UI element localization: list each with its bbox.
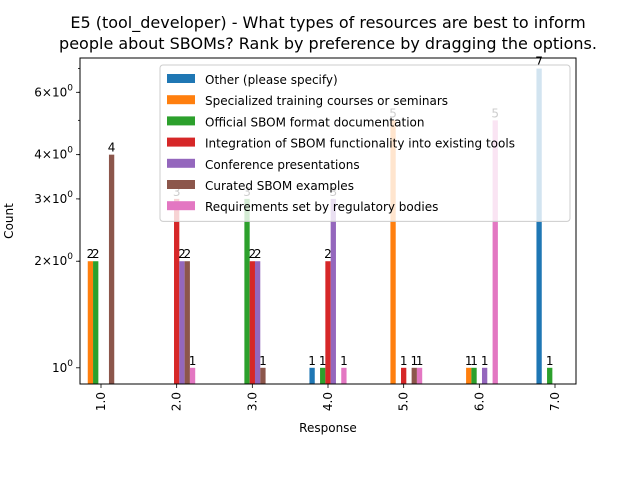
legend-swatch bbox=[167, 158, 195, 168]
bar bbox=[401, 367, 407, 384]
y-tick-label: 100 bbox=[52, 359, 73, 375]
legend-entry: Specialized training courses or seminars bbox=[205, 94, 448, 108]
bar bbox=[536, 68, 542, 384]
x-axis-label: Response bbox=[299, 421, 357, 435]
y-tick-label: 6×100 bbox=[34, 83, 73, 99]
x-axis: 1.0 2.0 3.0 4.0 5.0 6.0 7.0 bbox=[94, 384, 562, 411]
legend-entry: Requirements set by regulatory bodies bbox=[205, 200, 438, 214]
data-label: 2 bbox=[92, 247, 100, 261]
bar bbox=[547, 367, 553, 384]
data-label: 1 bbox=[481, 354, 489, 368]
x-tick-label: 5.0 bbox=[397, 392, 411, 411]
data-label: 1 bbox=[465, 354, 473, 368]
chart-title-line: people about SBOMs? Rank by preference b… bbox=[59, 34, 597, 53]
legend-entry: Other (please specify) bbox=[205, 73, 338, 87]
bar bbox=[466, 367, 472, 384]
data-label: 2 bbox=[254, 247, 262, 261]
x-tick-label: 3.0 bbox=[245, 392, 259, 411]
data-label: 1 bbox=[189, 354, 197, 368]
bar bbox=[330, 198, 336, 384]
legend-entry: Integration of SBOM functionality into e… bbox=[205, 137, 515, 151]
data-label: 2 bbox=[324, 247, 332, 261]
legend-swatch bbox=[167, 180, 195, 189]
bar bbox=[179, 261, 185, 384]
bar bbox=[481, 367, 488, 384]
data-label: 1 bbox=[259, 354, 267, 368]
legend-swatch bbox=[167, 201, 195, 211]
data-label: 1 bbox=[308, 354, 316, 368]
bar bbox=[411, 367, 417, 384]
bar bbox=[416, 367, 423, 384]
bar bbox=[108, 154, 115, 384]
bars-layer bbox=[87, 68, 553, 384]
data-label: 1 bbox=[470, 354, 478, 368]
bar bbox=[325, 261, 331, 384]
data-label: 1 bbox=[410, 354, 418, 368]
legend-swatch bbox=[167, 137, 195, 147]
x-tick-label: 4.0 bbox=[321, 392, 335, 411]
legend-box bbox=[159, 64, 571, 222]
y-tick-label: 4×100 bbox=[34, 146, 73, 162]
bar bbox=[249, 261, 255, 384]
bar bbox=[189, 367, 196, 384]
legend-swatch bbox=[167, 95, 195, 105]
y-axis-label: Count bbox=[2, 203, 16, 239]
bar bbox=[87, 261, 94, 384]
legend-entry: Conference presentations bbox=[205, 158, 360, 172]
legend: Other (please specify) Specialized traini… bbox=[159, 64, 571, 222]
bar bbox=[492, 120, 498, 384]
x-tick-label: 2.0 bbox=[170, 392, 184, 411]
y-tick-label: 2×100 bbox=[34, 252, 73, 268]
bar bbox=[320, 367, 326, 384]
data-label: 1 bbox=[340, 354, 348, 368]
legend-entry: Official SBOM format documentation bbox=[205, 115, 424, 129]
bar bbox=[184, 261, 190, 384]
legend-swatch bbox=[167, 74, 195, 83]
chart-title-line: E5 (tool_developer) - What types of reso… bbox=[70, 13, 585, 33]
data-label: 1 bbox=[400, 354, 408, 368]
bar bbox=[341, 367, 347, 384]
bar bbox=[254, 261, 261, 384]
data-label: 2 bbox=[249, 247, 257, 261]
bar bbox=[244, 198, 250, 384]
x-tick-label: 7.0 bbox=[548, 392, 562, 411]
data-label: 1 bbox=[319, 354, 327, 368]
legend-entry: Curated SBOM examples bbox=[205, 179, 354, 193]
legend-swatch bbox=[167, 116, 195, 126]
chart-title: E5 (tool_developer) - What types of reso… bbox=[59, 13, 597, 53]
data-label: 1 bbox=[546, 354, 554, 368]
data-label: 2 bbox=[178, 247, 186, 261]
data-label: 2 bbox=[87, 247, 95, 261]
y-axis: 100 2×100 3×100 4×100 6×100 bbox=[34, 68, 80, 375]
bar bbox=[174, 198, 180, 384]
data-label: 2 bbox=[183, 247, 191, 261]
y-tick-label: 3×100 bbox=[34, 190, 73, 206]
bar bbox=[471, 367, 477, 384]
x-tick-label: 6.0 bbox=[472, 392, 486, 411]
bar bbox=[260, 367, 266, 384]
data-label: 4 bbox=[108, 141, 116, 155]
data-label: 1 bbox=[416, 354, 424, 368]
bar bbox=[93, 261, 99, 384]
x-tick-label: 1.0 bbox=[94, 392, 108, 411]
bar bbox=[390, 120, 396, 384]
data-label: 7 bbox=[535, 55, 543, 69]
bar bbox=[309, 367, 315, 384]
